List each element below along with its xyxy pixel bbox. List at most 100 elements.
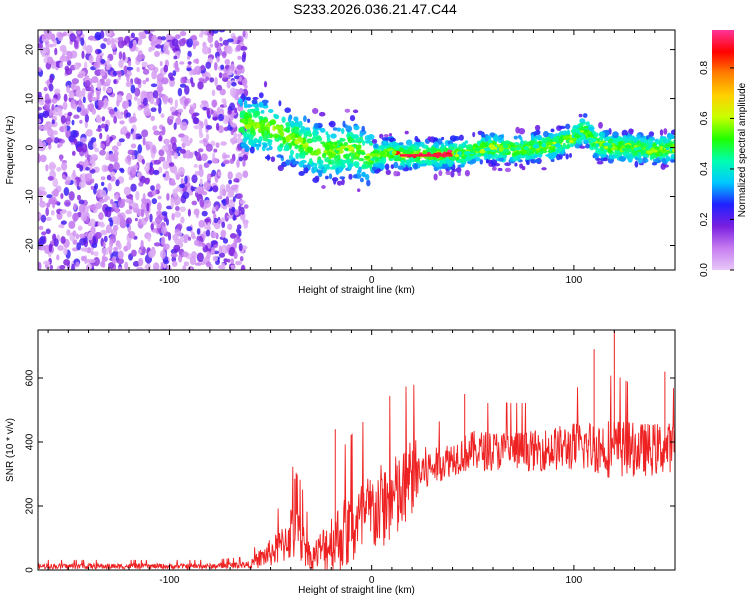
noise-blob	[48, 83, 54, 92]
noise-blob	[42, 124, 50, 131]
ridge-blob	[284, 107, 292, 113]
noise-blob	[148, 46, 153, 53]
ridge-blob	[364, 135, 371, 142]
noise-blob	[157, 195, 162, 200]
spectrogram-x-tick-label: -100	[159, 275, 179, 286]
ridge-core	[578, 127, 585, 131]
ridge-blob	[266, 147, 270, 151]
noise-blob	[187, 50, 192, 58]
noise-blob	[137, 171, 143, 177]
noise-blob	[129, 116, 137, 123]
noise-blob	[47, 127, 54, 137]
noise-blob	[241, 54, 246, 63]
ridge-core	[577, 132, 584, 136]
noise-blob	[227, 110, 232, 115]
ridge-blob	[398, 142, 404, 146]
noise-blob	[211, 30, 219, 34]
noise-blob	[125, 132, 131, 139]
noise-blob	[162, 160, 169, 170]
ridge-blob	[438, 170, 443, 177]
colorbar-tick-label: 0.2	[699, 212, 710, 226]
noise-blob	[240, 264, 246, 270]
ridge-blob	[286, 127, 290, 133]
ridge-blob	[573, 125, 581, 129]
ridge-core	[372, 153, 380, 157]
noise-blob	[66, 120, 71, 126]
noise-blob	[100, 69, 106, 77]
ridge-blob	[285, 135, 290, 141]
noise-blob	[87, 140, 95, 150]
noise-blob	[51, 97, 58, 104]
noise-blob	[92, 141, 97, 149]
ridge-blob	[613, 132, 618, 137]
noise-blob	[172, 142, 177, 152]
noise-blob	[38, 244, 46, 251]
noise-blob	[116, 70, 123, 75]
ridge-blob	[326, 133, 331, 140]
noise-blob	[153, 159, 161, 165]
noise-blob	[66, 229, 71, 236]
noise-blob	[214, 76, 218, 87]
noise-blob	[99, 132, 103, 140]
noise-blob	[205, 229, 211, 237]
ridge-blob	[609, 154, 616, 160]
noise-blob	[180, 121, 188, 131]
ridge-blob	[390, 157, 394, 162]
noise-blob	[207, 160, 213, 164]
noise-blob	[217, 113, 224, 122]
ridge-blob	[263, 102, 268, 106]
noise-blob	[131, 167, 137, 176]
ridge-blob	[636, 134, 641, 141]
ridge-core	[454, 154, 459, 158]
noise-blob	[140, 209, 145, 218]
noise-blob	[212, 185, 219, 193]
noise-blob	[193, 66, 197, 76]
noise-blob	[213, 217, 219, 224]
noise-blob	[76, 30, 81, 35]
ridge-blob	[357, 188, 361, 192]
ridge-blob	[263, 81, 268, 88]
noise-blob	[161, 211, 168, 216]
noise-blob	[156, 210, 161, 215]
ridge-blob	[303, 115, 307, 122]
noise-blob	[85, 86, 92, 92]
noise-blob	[142, 193, 146, 203]
noise-blob	[200, 30, 204, 36]
ridge-blob	[301, 154, 306, 159]
noise-blob	[227, 214, 234, 219]
noise-blob	[101, 116, 106, 122]
noise-blob	[125, 99, 129, 109]
ridge-blob	[460, 164, 465, 168]
noise-blob	[169, 106, 177, 113]
noise-blob	[57, 245, 64, 251]
noise-blob	[204, 199, 212, 208]
ridge-blob	[249, 146, 255, 154]
ridge-blob	[314, 175, 320, 182]
noise-blob	[206, 107, 210, 117]
noise-blob	[141, 158, 145, 165]
ridge-blob	[587, 126, 595, 131]
noise-blob	[220, 141, 227, 146]
noise-blob	[78, 204, 86, 213]
noise-blob	[59, 62, 63, 69]
ridge-blob	[258, 92, 264, 99]
noise-blob	[79, 137, 87, 143]
ridge-blob	[645, 158, 649, 163]
noise-blob	[171, 213, 175, 221]
noise-blob	[230, 258, 235, 264]
ridge-core	[562, 135, 570, 141]
ridge-blob	[384, 163, 390, 171]
ridge-blob	[306, 146, 313, 153]
noise-blob	[100, 123, 106, 129]
ridge-blob	[599, 150, 604, 155]
ridge-blob	[339, 143, 344, 147]
ridge-blob	[379, 133, 384, 139]
ridge-blob	[615, 154, 620, 159]
ridge-blob	[326, 163, 330, 170]
noise-blob	[39, 154, 47, 163]
noise-blob	[150, 107, 157, 112]
noise-blob	[203, 181, 211, 191]
noise-blob	[114, 206, 120, 214]
snr-y-tick-label: 200	[25, 497, 36, 514]
ridge-blob	[595, 148, 599, 154]
